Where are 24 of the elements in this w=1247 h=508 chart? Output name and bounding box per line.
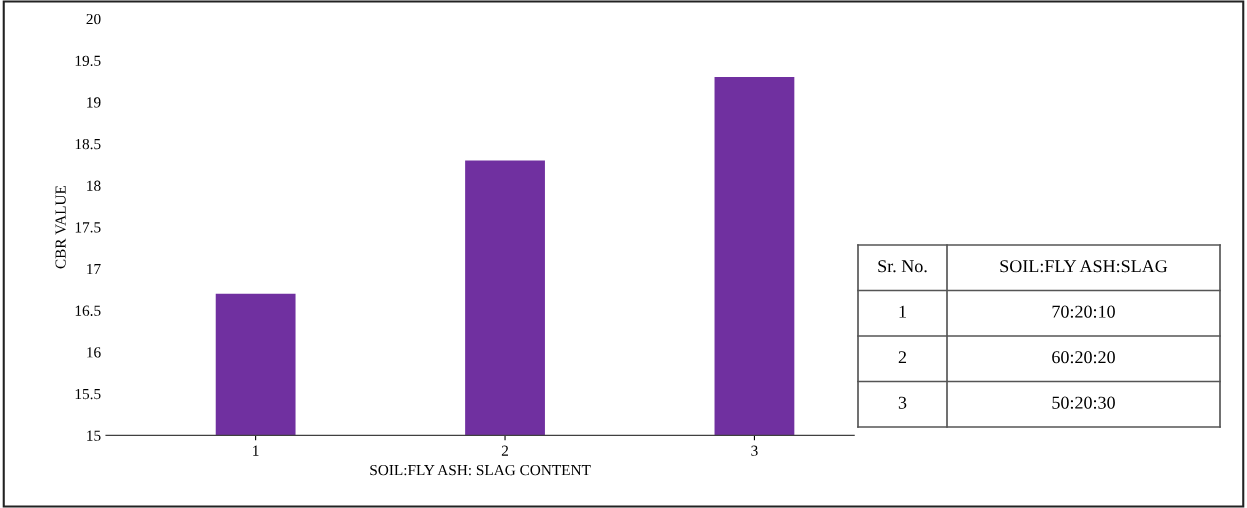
text: 60:20:20: [1052, 351, 1115, 364]
y-tick-label: 18: [87, 180, 101, 191]
y-tick-label: 17: [87, 263, 101, 275]
x-axis-title: SOIL:FLY ASH: SLAG CONTENT: [370, 464, 591, 476]
y-tick-label: 15.5: [75, 388, 101, 400]
y-axis-title: CBR VALUE: [55, 185, 66, 269]
y-tick-label: 19.5: [75, 55, 101, 66]
text: 70:20:10: [1052, 305, 1115, 318]
text: SOIL:FLY ASH:SLAG: [1000, 260, 1168, 273]
y-tick-label: 16: [87, 347, 101, 358]
y-tick-label: 19: [87, 97, 101, 108]
x-tick-label: 1: [253, 445, 259, 456]
y-tick-label: 16.5: [75, 305, 101, 316]
x-tick-label: 2: [501, 445, 509, 456]
y-tick-label: 15: [87, 430, 101, 441]
y-tick-label: 17.5: [75, 222, 101, 233]
y-tick-label: 20: [86, 13, 101, 25]
text: 3: [898, 396, 907, 409]
y-tick-label: 18.5: [75, 138, 101, 150]
text: 2: [898, 351, 907, 364]
text: Sr. No.: [878, 260, 927, 273]
text: 1: [899, 305, 906, 318]
text: 50:20:30: [1052, 396, 1115, 409]
x-tick-label: 3: [751, 445, 758, 456]
